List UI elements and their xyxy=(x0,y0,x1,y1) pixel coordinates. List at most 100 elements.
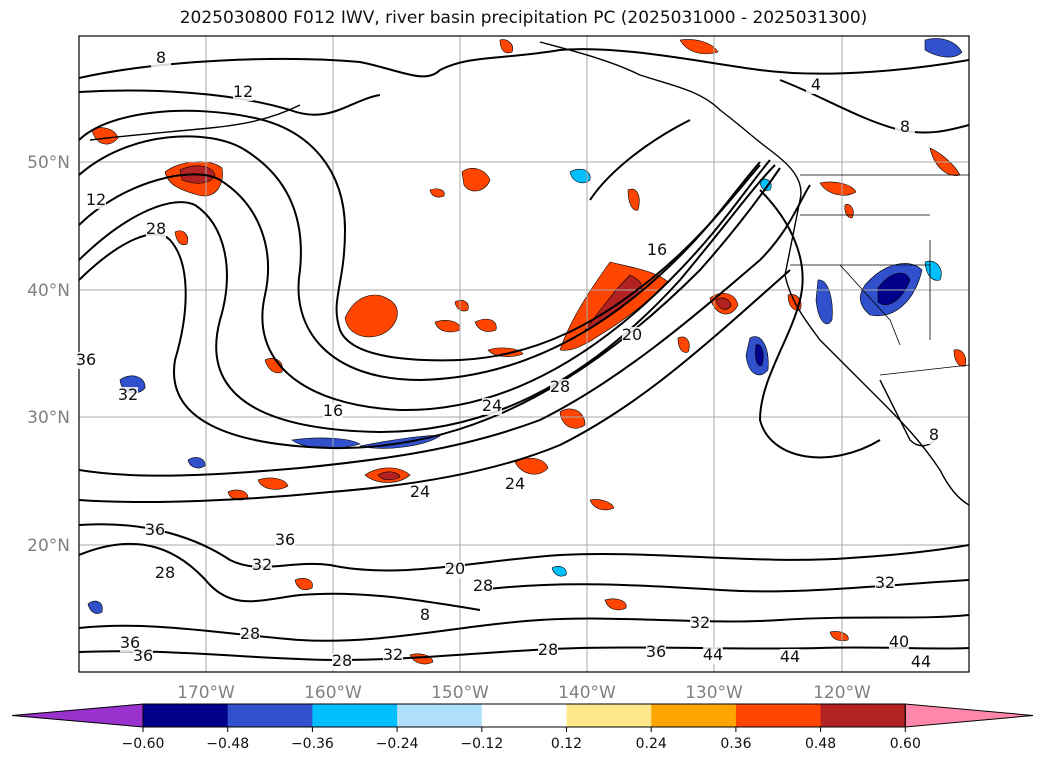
colorbar-tick-label: −0.12 xyxy=(460,736,503,752)
contour-label: 28 xyxy=(240,624,260,643)
pos-area-sw-3 xyxy=(604,598,627,611)
colorbar-tick-label: 0.12 xyxy=(551,736,582,752)
contour-label-bg xyxy=(889,634,909,651)
coastline-baja xyxy=(879,379,936,447)
contour-label: 32 xyxy=(383,645,403,664)
colorbar-tick-label: −0.24 xyxy=(376,736,419,752)
contour-label-bg xyxy=(780,649,800,666)
colorbar-tick-label: −0.36 xyxy=(291,736,334,752)
colorbar-segment xyxy=(735,704,822,727)
contour-label: 20 xyxy=(445,559,465,578)
contour-label-bg xyxy=(383,647,403,664)
colorbar-extend-high xyxy=(904,703,1034,728)
pos-area-east-2 xyxy=(953,349,967,367)
contour-label: 28 xyxy=(146,219,166,238)
pos-area-mid-9 xyxy=(627,188,640,211)
iwv-contour-loop-5 xyxy=(79,167,781,450)
coastline-aleutians xyxy=(89,104,301,141)
contour-label-bg xyxy=(690,615,710,632)
neg-area-colorado xyxy=(924,260,942,281)
colorbar-segment xyxy=(397,704,483,727)
contour-label-bg xyxy=(155,565,175,582)
contour-label: 8 xyxy=(929,425,939,444)
contour-label-bg xyxy=(505,476,525,493)
lon-tick-label: 120°W xyxy=(813,683,871,703)
state-borders xyxy=(790,174,969,376)
contour-label-bg xyxy=(895,119,915,136)
contour-label-bg xyxy=(924,427,944,444)
neg-area-sw xyxy=(551,566,567,577)
contour-label: 28 xyxy=(332,651,352,670)
iwv-contour-loop-3 xyxy=(79,159,771,412)
contour-label: 36 xyxy=(120,633,140,652)
precip-negative-areas xyxy=(87,38,963,614)
contour-label-bg xyxy=(332,653,352,670)
contour-label-bg xyxy=(806,77,826,94)
contour-label: 24 xyxy=(410,482,430,501)
iwv-contour-east-2 xyxy=(589,119,691,201)
pos-area-south-1-core xyxy=(377,471,401,481)
contour-label-bg xyxy=(646,644,666,661)
neg-area-sierra xyxy=(815,279,833,325)
contour-label-bg xyxy=(911,654,931,671)
colorbar-segment xyxy=(143,704,229,727)
lon-tick-label: 150°W xyxy=(431,683,489,703)
contour-label: 36 xyxy=(275,530,295,549)
contour-label-bg xyxy=(647,242,667,259)
contour-label: 8 xyxy=(900,117,910,136)
pos-area-sw-2 xyxy=(294,578,313,591)
contour-label-bg xyxy=(875,575,895,592)
colorbar: −0.60 −0.48 −0.36 −0.24 −0.12 0.12 0.24 0.36 0.4… xyxy=(11,703,1034,752)
contour-label-bg xyxy=(86,192,106,209)
contour-label: 44 xyxy=(911,652,931,671)
contour-label-bg xyxy=(120,635,140,652)
colorbar-tick-label: −0.60 xyxy=(122,736,165,752)
contour-label: 24 xyxy=(482,396,502,415)
lat-tick-label: 30°N xyxy=(27,408,70,428)
contour-label-bg xyxy=(703,647,723,664)
lat-tick-label: 40°N xyxy=(27,281,70,301)
contour-label-bg xyxy=(240,626,260,643)
colorbar-segment xyxy=(481,704,567,727)
lat-tick-label: 50°N xyxy=(27,153,70,173)
iwv-contour-loop-4 xyxy=(79,164,776,434)
contour-label-bg xyxy=(76,352,96,369)
plot-area xyxy=(79,36,969,672)
pos-area-mid-10 xyxy=(677,336,690,353)
contour-label: 8 xyxy=(420,605,430,624)
map-title: 2025030800 F012 IWV, river basin precipi… xyxy=(179,8,868,28)
neg-area-bc xyxy=(759,178,772,191)
coastlines xyxy=(89,41,969,506)
iwv-contour-36-a xyxy=(79,542,481,611)
contour-label: 28 xyxy=(473,576,493,595)
contour-label-bg xyxy=(252,557,272,574)
contour-label: 36 xyxy=(76,350,96,369)
contour-label-bg xyxy=(233,84,253,101)
colorbar-segment xyxy=(820,704,906,727)
contour-label: 36 xyxy=(133,646,153,665)
longitude-labels: 170°W 160°W 150°W 140°W 130°W 120°W xyxy=(177,683,871,703)
contour-label-bg xyxy=(482,398,502,415)
colorbar-tick-label: 0.36 xyxy=(720,736,751,752)
contour-label-bg xyxy=(133,648,153,665)
colorbar-segment xyxy=(227,704,313,727)
contour-label: 24 xyxy=(505,474,525,493)
contour-label: 32 xyxy=(875,573,895,592)
colorbar-tick-label: 0.24 xyxy=(636,736,667,752)
contour-label-bg xyxy=(538,642,558,659)
pos-area-central-3 xyxy=(499,39,513,54)
contour-label-bg xyxy=(275,532,295,549)
iwv-contour-12-outer xyxy=(79,89,381,116)
pos-area-east-1-core xyxy=(715,297,732,310)
colorbar-tick-label: 0.60 xyxy=(890,736,921,752)
contour-label-bg xyxy=(151,50,171,67)
iwv-contour-32 xyxy=(79,523,969,572)
gridlines xyxy=(79,36,969,672)
neg-area-pacific-1-core xyxy=(755,344,764,366)
contour-label: 20 xyxy=(622,325,642,344)
pos-area-central-1 xyxy=(344,294,398,338)
colorbar-tick-label: −0.48 xyxy=(206,736,249,752)
lat-tick-label: 20°N xyxy=(27,536,70,556)
